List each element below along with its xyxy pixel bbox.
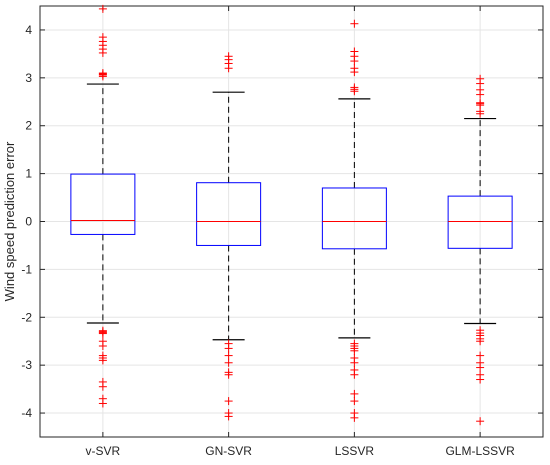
y-tick-label: 2 [25,119,32,133]
outlier-point [476,337,485,346]
outlier-point [476,363,485,372]
box-iqr [321,187,387,250]
y-tick-label: 1 [25,167,32,181]
boxes [70,4,513,426]
outlier-point [98,4,107,13]
outlier-point [476,375,485,384]
x-tick-label: v-SVR [86,444,121,458]
outlier-point [98,33,107,42]
outlier-point [224,370,233,379]
box-group-v-svr [70,4,136,408]
box-group-glm-lssvr [447,74,513,426]
x-tick-label: LSSVR [335,444,375,458]
outlier-point [350,19,359,28]
outlier-point [476,98,485,107]
outlier-point [224,358,233,367]
outlier-point [98,399,107,408]
y-tick-label: -2 [21,310,32,324]
outlier-point [350,83,359,92]
outlier-point [98,69,107,78]
outlier-point [350,413,359,422]
outlier-point [350,358,359,367]
y-axis-label: Wind speed prediction error [2,141,17,301]
x-tick-label: GN-SVR [205,444,252,458]
y-tick-label: 3 [25,71,32,85]
box-group-lssvr [321,19,387,422]
y-tick-label: -3 [21,358,32,372]
outlier-point [350,397,359,406]
outlier-point [98,329,107,338]
outlier-point [476,417,485,426]
outlier-point [350,64,359,73]
x-tick-label: GLM-LSSVR [445,444,515,458]
outlier-point [224,412,233,421]
outlier-point [224,344,233,353]
outlier-point [98,342,107,351]
box-iqr [70,173,136,235]
outlier-point [350,370,359,379]
outlier-point [476,74,485,83]
outlier-point [350,389,359,398]
outlier-point [476,351,485,360]
outlier-point [350,346,359,355]
box-iqr [196,182,262,246]
outlier-point [98,356,107,365]
outlier-point [98,382,107,391]
y-tick-label: -1 [21,262,32,276]
box-group-gn-svr [196,52,262,421]
outlier-point [224,351,233,360]
outlier-point [224,52,233,61]
y-tick-label: 0 [25,215,32,229]
outlier-point [350,47,359,56]
outlier-point [224,397,233,406]
y-tick-label: 4 [25,23,32,37]
axes: -4 -3 -2 -1 0 1 2 3 4 v-SVR GN-SVR LSSVR GLM-LSSVR [21,5,544,458]
y-tick-label: -4 [21,406,32,420]
box-iqr [447,195,513,249]
